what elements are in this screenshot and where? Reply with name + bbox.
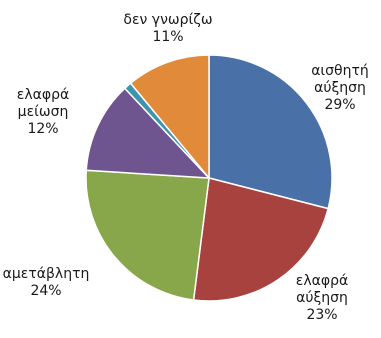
slice-value: 11% xyxy=(152,29,183,45)
pie-slice xyxy=(85,87,211,179)
slice-label: ελαφρά αύξηση 23% xyxy=(296,273,348,323)
slice-value: 12% xyxy=(27,121,58,137)
slice-label: αισθητή αύξηση 29% xyxy=(311,63,369,113)
slice-label-line: αύξηση xyxy=(314,80,366,96)
slice-value: 23% xyxy=(306,307,337,323)
slice-label-line: ελαφρά xyxy=(296,273,348,289)
pie-slice xyxy=(208,54,333,210)
slice-label: δεν γνωρίζω 11% xyxy=(123,12,212,45)
slice-label-line: αμετάβλητη xyxy=(3,266,90,282)
slice-value: 29% xyxy=(324,97,355,113)
slice-value: 24% xyxy=(30,283,61,299)
slice-label-line: αύξηση xyxy=(296,290,348,306)
slice-label-line: μείωση xyxy=(18,104,69,120)
pie-labels: αισθητή αύξηση 29%ελαφρά αύξηση 23%αμετάβλητ… xyxy=(3,12,369,323)
pie-slice xyxy=(85,169,210,301)
slice-label-line: ελαφρά xyxy=(17,87,69,103)
pie-slice xyxy=(192,177,330,302)
slice-label: ελαφρά μείωση 12% xyxy=(17,87,69,137)
slice-label-line: αισθητή xyxy=(311,63,369,79)
slice-label: αμετάβλητη 24% xyxy=(3,266,90,299)
slice-label-line: δεν γνωρίζω xyxy=(123,12,212,28)
pie-slice xyxy=(129,54,210,181)
pie-slices xyxy=(85,54,333,302)
